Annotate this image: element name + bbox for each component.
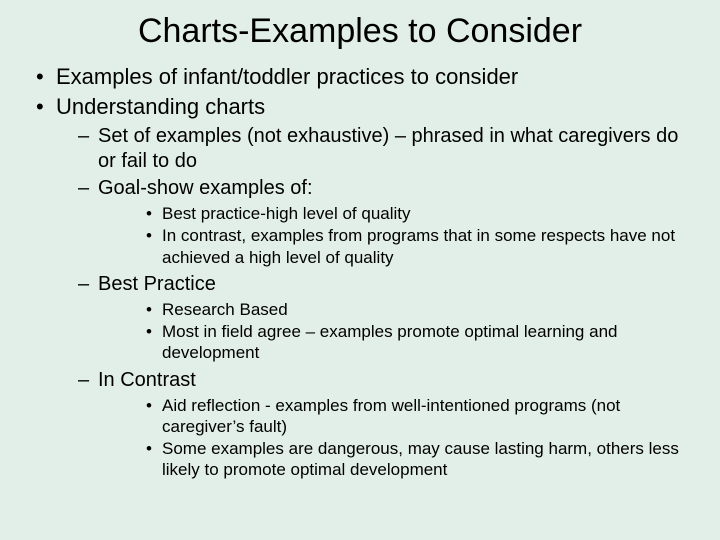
- bullet-text: Understanding charts: [56, 94, 265, 119]
- bullet-list-level3: Aid reflection - examples from well-inte…: [98, 395, 684, 481]
- bullet-list-level3: Research Based Most in field agree – exa…: [98, 299, 684, 364]
- bullet-text: Goal-show examples of:: [98, 177, 313, 199]
- bullet-text: Research Based: [162, 300, 288, 319]
- bullet-text: In Contrast: [98, 369, 196, 391]
- bullet-text: Most in field agree – examples promote o…: [162, 322, 617, 362]
- list-item: Research Based: [98, 299, 684, 320]
- list-item: In Contrast Aid reflection - examples fr…: [56, 368, 684, 481]
- bullet-text: Set of examples (not exhaustive) – phras…: [98, 125, 678, 172]
- list-item: Examples of infant/toddler practices to …: [36, 63, 684, 91]
- bullet-list-level3: Best practice-high level of quality In c…: [98, 203, 684, 268]
- bullet-text: Best Practice: [98, 273, 216, 295]
- list-item: Aid reflection - examples from well-inte…: [98, 395, 684, 438]
- bullet-text: Some examples are dangerous, may cause l…: [162, 439, 679, 479]
- list-item: Best Practice Research Based Most in fie…: [56, 272, 684, 364]
- bullet-text: In contrast, examples from programs that…: [162, 226, 675, 266]
- bullet-list-level1: Examples of infant/toddler practices to …: [36, 63, 684, 481]
- list-item: Some examples are dangerous, may cause l…: [98, 438, 684, 481]
- list-item: Best practice-high level of quality: [98, 203, 684, 224]
- bullet-text: Best practice-high level of quality: [162, 204, 411, 223]
- list-item: In contrast, examples from programs that…: [98, 225, 684, 268]
- bullet-text: Aid reflection - examples from well-inte…: [162, 396, 620, 436]
- slide-title: Charts-Examples to Consider: [36, 12, 684, 51]
- list-item: Understanding charts Set of examples (no…: [36, 93, 684, 481]
- bullet-text: Examples of infant/toddler practices to …: [56, 64, 518, 89]
- list-item: Goal-show examples of: Best practice-hig…: [56, 176, 684, 268]
- list-item: Most in field agree – examples promote o…: [98, 321, 684, 364]
- bullet-list-level2: Set of examples (not exhaustive) – phras…: [56, 124, 684, 481]
- list-item: Set of examples (not exhaustive) – phras…: [56, 124, 684, 174]
